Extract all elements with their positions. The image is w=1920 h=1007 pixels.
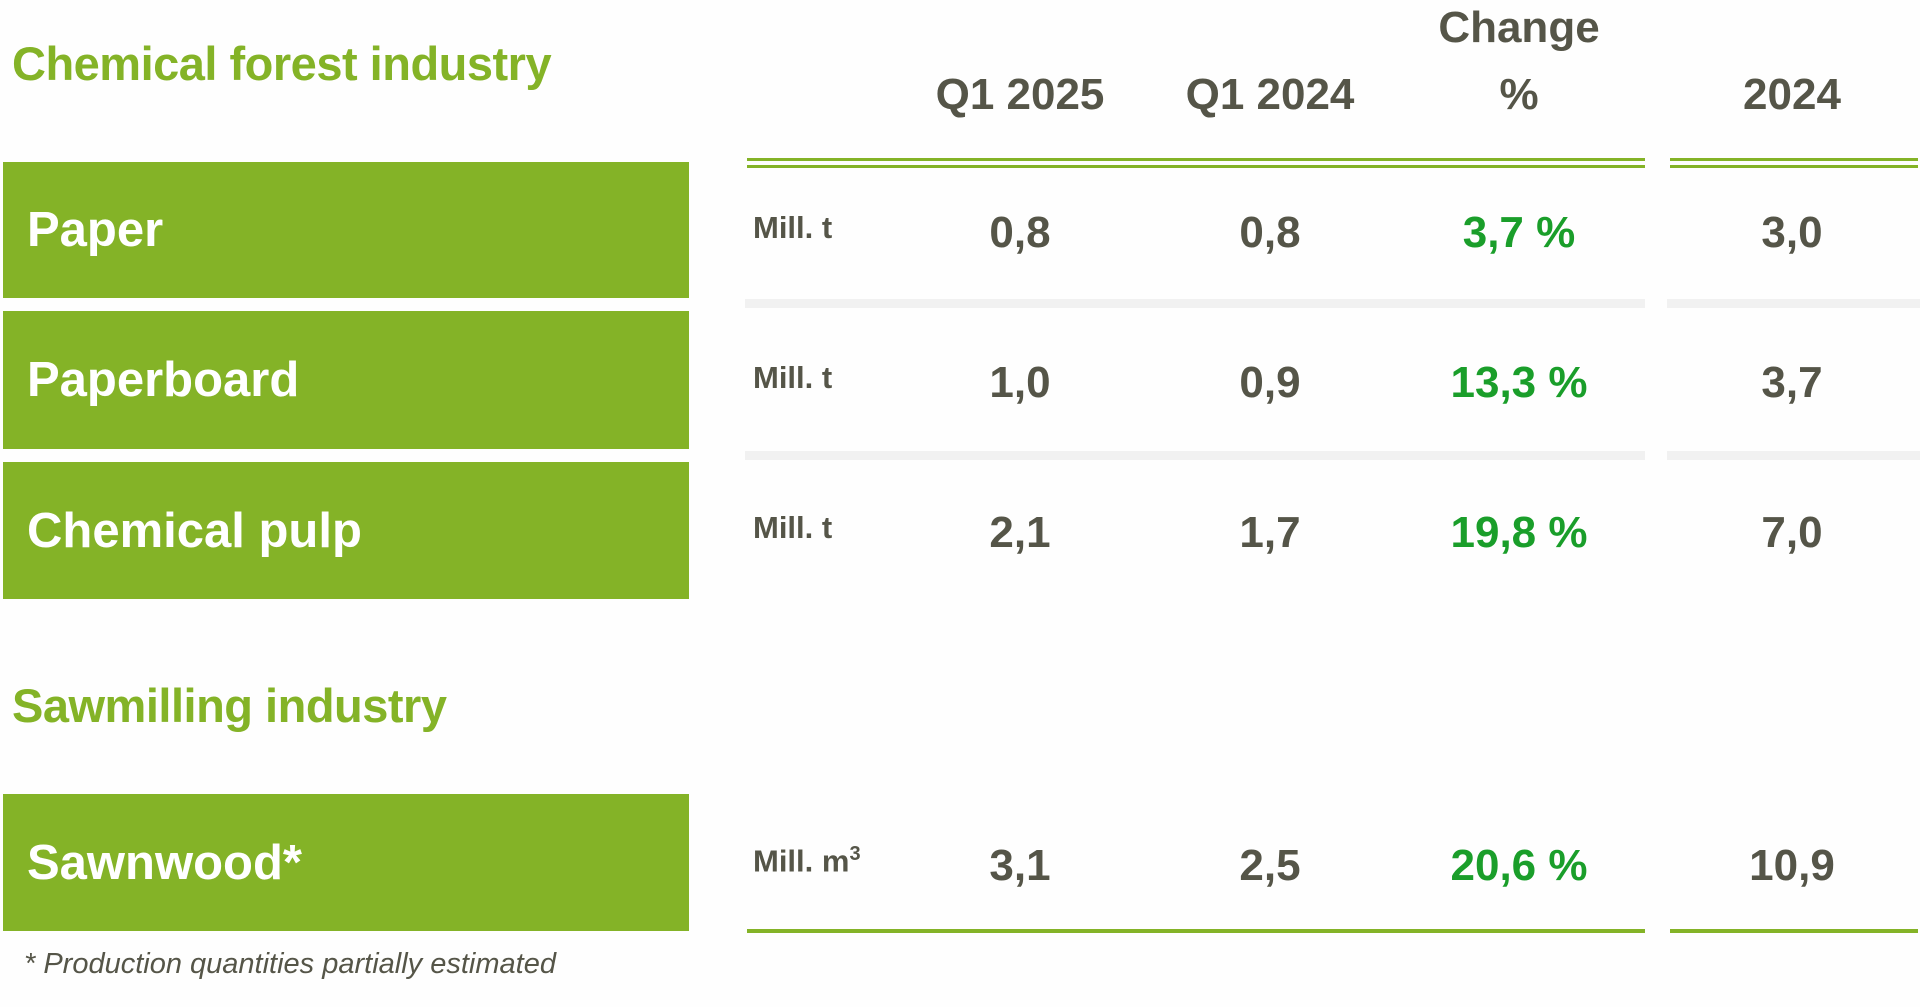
unit-sawnwood: Mill. m3 — [753, 843, 861, 879]
value-sawnwood-change: 20,6 % — [1450, 841, 1588, 890]
value-sawnwood-q1-2025: 3,1 — [989, 841, 1051, 890]
row-label-box-paperboard: Paperboard — [3, 311, 689, 449]
header-2024: 2024 — [1743, 70, 1841, 119]
value-paperboard-2024: 3,7 — [1761, 358, 1823, 407]
row-label-sawnwood: Sawnwood* — [27, 835, 302, 890]
row-label-box-paper: Paper — [3, 162, 689, 298]
unit-text: Mill. t — [753, 360, 833, 395]
row-label-chemical-pulp: Chemical pulp — [27, 503, 362, 558]
footnote: * Production quantities partially estima… — [24, 948, 556, 980]
value-paper-change: 3,7 % — [1462, 208, 1576, 257]
value-chemical-pulp-2024: 7,0 — [1761, 508, 1823, 557]
unit-paperboard: Mill. t — [753, 360, 832, 396]
unit-text: Mill. m — [753, 843, 850, 879]
value-paper-q1-2025: 0,8 — [989, 208, 1051, 257]
row-label-paper: Paper — [27, 203, 164, 257]
value-sawnwood-q1-2024: 2,5 — [1239, 841, 1301, 890]
value-paper-2024: 3,0 — [1761, 208, 1823, 257]
row-label-paperboard: Paperboard — [27, 353, 300, 407]
section-title-sawmilling: Sawmilling industry — [12, 679, 447, 732]
unit-text: Mill. t — [753, 210, 833, 245]
header-rule-main — [747, 158, 1645, 168]
unit-paper: Mill. t — [753, 210, 832, 246]
row-label-box-sawnwood: Sawnwood* — [3, 794, 689, 931]
value-chemical-pulp-q1-2025: 2,1 — [989, 508, 1051, 557]
header-q1-2025: Q1 2025 — [935, 70, 1105, 119]
value-paper-q1-2024: 0,8 — [1239, 208, 1301, 257]
bottom-rule-main — [747, 929, 1645, 933]
value-paperboard-change: 13,3 % — [1450, 358, 1588, 407]
header-change-line2: % — [1499, 70, 1539, 119]
row-label-box-chemical-pulp: Chemical pulp — [3, 462, 689, 599]
row-separator — [745, 299, 1645, 308]
section-title-chemical: Chemical forest industry — [12, 37, 552, 90]
unit-chemical-pulp: Mill. t — [753, 510, 832, 546]
unit-superscript: 3 — [849, 843, 861, 865]
header-rule-year — [1670, 158, 1918, 168]
header-change-line1: Change — [1438, 3, 1600, 52]
value-chemical-pulp-q1-2024: 1,7 — [1239, 508, 1301, 557]
header-q1-2024: Q1 2024 — [1185, 70, 1355, 119]
row-separator — [745, 451, 1645, 460]
bottom-rule-year — [1670, 929, 1918, 933]
value-paperboard-q1-2025: 1,0 — [989, 358, 1051, 407]
value-chemical-pulp-change: 19,8 % — [1450, 508, 1588, 557]
value-paperboard-q1-2024: 0,9 — [1239, 358, 1301, 407]
row-separator — [1667, 451, 1920, 460]
row-separator — [1667, 299, 1920, 308]
unit-text: Mill. t — [753, 510, 833, 545]
value-sawnwood-2024: 10,9 — [1749, 841, 1835, 890]
